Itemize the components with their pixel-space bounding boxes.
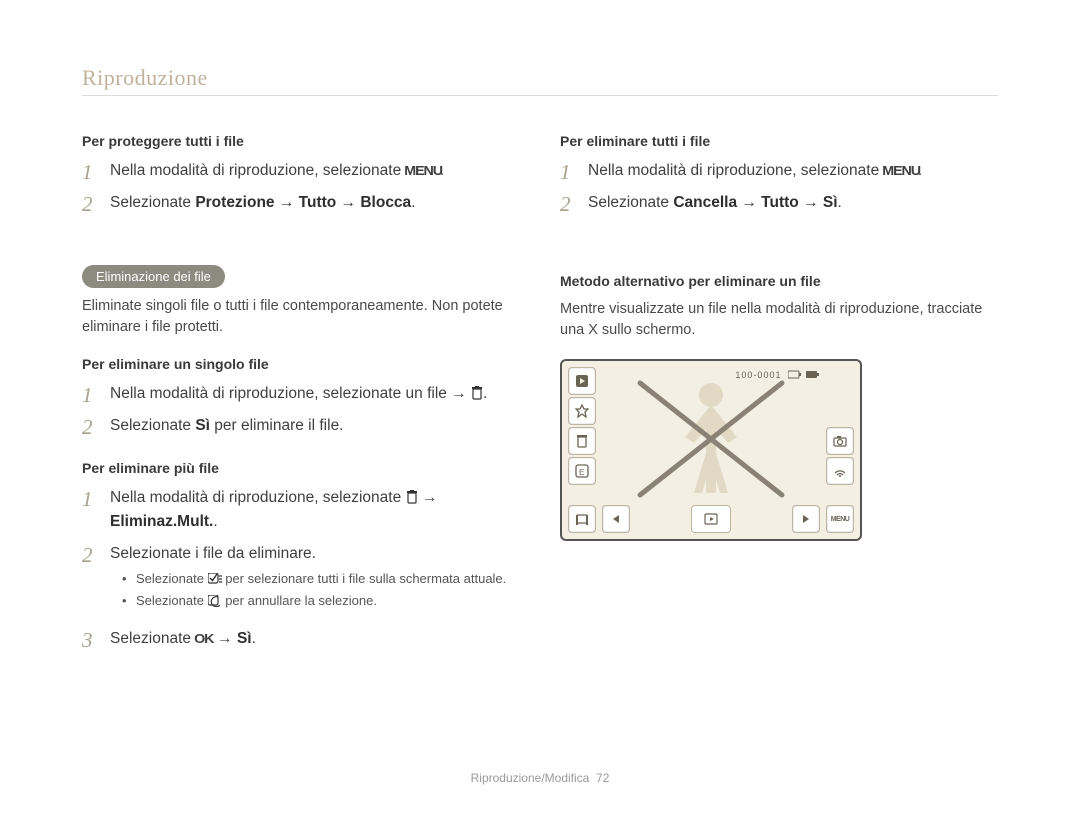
step-text: . (838, 194, 842, 211)
bullet: Selezionate per selezionare tutti i file… (126, 570, 520, 588)
ok-icon: OK (194, 629, 213, 649)
menu-icon[interactable]: MENU (826, 505, 854, 533)
step-text: Selezionate (110, 417, 195, 434)
pill-delete-files: Eliminazione dei file (82, 265, 225, 288)
slideshow-icon[interactable] (691, 505, 731, 533)
step-bold: Protezione → Tutto → Blocca (195, 194, 411, 211)
left-column: Per proteggere tutti i file Nella modali… (82, 125, 520, 673)
step-text: . (411, 194, 415, 211)
step: Selezionate Cancella → Tutto → Sì. (560, 191, 998, 215)
steps-del-single: Nella modalità di riproduzione, selezion… (82, 382, 520, 438)
play-icon[interactable] (568, 367, 596, 395)
right-column: Per eliminare tutti i file Nella modalit… (560, 125, 998, 673)
step-bold: Sì (237, 630, 252, 647)
star-icon[interactable] (568, 397, 596, 425)
select-all-icon (208, 571, 222, 586)
steps-del-more: Nella modalità di riproduzione, selezion… (82, 486, 520, 650)
sub-bullets: Selezionate per selezionare tutti i file… (110, 570, 520, 610)
step-text: Nella modalità di riproduzione, selezion… (110, 385, 471, 402)
step-text: . (483, 385, 487, 402)
trash-icon (406, 489, 418, 506)
content-columns: Per proteggere tutti i file Nella modali… (82, 125, 998, 673)
bullet-text: per annullare la selezione. (225, 593, 377, 608)
steps-protect-all: Nella modalità di riproduzione, selezion… (82, 159, 520, 215)
heading-alt-method: Metodo alternativo per eliminare un file (560, 273, 998, 289)
deselect-icon (208, 593, 222, 608)
step: Selezionate OK → Sì. (82, 627, 520, 651)
step: Selezionate Protezione → Tutto → Blocca. (82, 191, 520, 215)
step-text: → (213, 630, 237, 647)
menu-icon: MENU (404, 161, 442, 181)
bullet-text: per selezionare tutti i file sulla scher… (225, 571, 506, 586)
svg-text:E: E (579, 468, 584, 477)
display-icon[interactable] (568, 505, 596, 533)
bullet: Selezionate per annullare la selezione. (126, 592, 520, 610)
bullet-text: Selezionate (136, 593, 208, 608)
steps-del-all: Nella modalità di riproduzione, selezion… (560, 159, 998, 215)
page-footer: Riproduzione/Modifica 72 (0, 771, 1080, 785)
step-text: Nella modalità di riproduzione, selezion… (110, 489, 406, 506)
body-delete-files: Eliminate singoli file o tutti i file co… (82, 296, 520, 338)
x-gesture (620, 375, 802, 503)
page-number: 72 (596, 771, 609, 785)
step: Nella modalità di riproduzione, selezion… (82, 382, 520, 406)
page-header: Riproduzione (82, 65, 208, 91)
step-text: Nella modalità di riproduzione, selezion… (110, 162, 406, 179)
trash-icon (471, 385, 483, 402)
step: Nella modalità di riproduzione, selezion… (82, 159, 520, 183)
camera-screenshot: 100-0001 (560, 359, 862, 541)
step-text: Selezionate (110, 194, 195, 211)
prev-icon[interactable] (602, 505, 630, 533)
footer-text: Riproduzione/Modifica (471, 771, 590, 785)
step-text: . (252, 630, 256, 647)
menu-icon: MENU (882, 161, 920, 181)
step-text: . (213, 513, 217, 530)
step-text: Selezionate i file da eliminare. (110, 545, 316, 562)
heading-protect-all: Per proteggere tutti i file (82, 133, 520, 149)
camera-icon[interactable] (826, 427, 854, 455)
step-text: Selezionate (588, 194, 673, 211)
step: Selezionate i file da eliminare. Selezio… (82, 542, 520, 610)
heading-del-more: Per eliminare più file (82, 460, 520, 476)
next-icon[interactable] (792, 505, 820, 533)
bullet-text: Selezionate (136, 571, 208, 586)
step-bold: Sì (195, 417, 210, 434)
step-text: Nella modalità di riproduzione, selezion… (588, 162, 884, 179)
trash-icon[interactable] (568, 427, 596, 455)
body-alt-method: Mentre visualizzate un file nella modali… (560, 299, 998, 341)
step-bold: Cancella → Tutto → Sì (673, 194, 837, 211)
header-rule (82, 95, 998, 96)
step: Nella modalità di riproduzione, selezion… (560, 159, 998, 183)
step: Selezionate Sì per eliminare il file. (82, 414, 520, 438)
heading-del-single: Per eliminare un singolo file (82, 356, 520, 372)
edit-icon[interactable]: E (568, 457, 596, 485)
wireless-icon[interactable] (826, 457, 854, 485)
heading-del-all: Per eliminare tutti i file (560, 133, 998, 149)
step-bold: Eliminaz.Mult. (110, 513, 213, 530)
step-text: → (422, 489, 438, 506)
step-text: Selezionate (110, 630, 195, 647)
step-text: per eliminare il file. (210, 417, 344, 434)
step: Nella modalità di riproduzione, selezion… (82, 486, 520, 534)
